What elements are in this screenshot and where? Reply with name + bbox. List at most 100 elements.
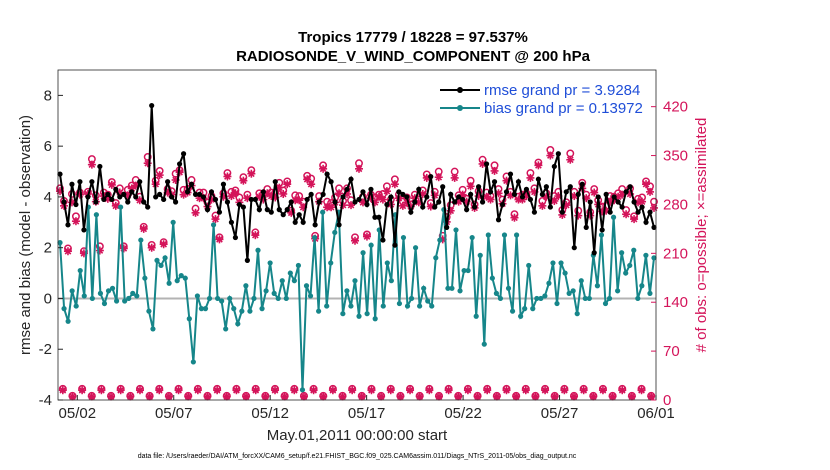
- bias-point: [320, 209, 326, 215]
- bias-point: [380, 303, 386, 309]
- bias-point: [558, 260, 564, 266]
- y2-tick-label: 140: [663, 294, 688, 311]
- rmse-point: [599, 227, 605, 233]
- obs-assimilated-marker: [283, 180, 292, 189]
- bias-point: [546, 280, 552, 286]
- bias-point: [283, 295, 289, 302]
- rmse-point: [232, 234, 239, 241]
- rmse-point: [643, 219, 649, 225]
- y-axis-right: 0 70 140 210 280 350 420: [651, 99, 688, 409]
- bias-point: [417, 303, 423, 309]
- obs-assimilated-marker: [261, 392, 270, 401]
- bias-point: [530, 306, 536, 312]
- obs-assimilated-marker: [191, 208, 200, 217]
- rmse-point: [117, 194, 123, 200]
- rmse-point: [356, 196, 362, 203]
- rmse-point: [487, 189, 494, 195]
- rmse-point: [575, 191, 581, 197]
- bias-point: [594, 283, 601, 289]
- obs-assimilated-marker: [215, 235, 224, 244]
- obs-count-layer: [55, 146, 659, 401]
- rmse-point: [611, 194, 617, 200]
- bias-point: [635, 295, 641, 302]
- obs-assimilated-marker: [637, 386, 646, 395]
- bias-point: [150, 326, 156, 332]
- rmse-point: [651, 224, 657, 230]
- rmse-point: [539, 191, 545, 197]
- obs-assimilated-marker: [223, 172, 232, 181]
- obs-assimilated-marker: [534, 161, 543, 170]
- bias-point: [344, 288, 350, 294]
- rmse-point: [224, 199, 231, 205]
- bias-point: [606, 295, 613, 302]
- rmse-point: [424, 194, 430, 200]
- rmse-point: [105, 191, 111, 197]
- obs-assimilated-marker: [450, 173, 459, 182]
- bias-point: [113, 298, 120, 304]
- rmse-point: [555, 151, 561, 157]
- obs-assimilated-marker: [566, 155, 575, 164]
- bias-point: [134, 293, 140, 299]
- rmse-point: [535, 176, 541, 182]
- bias-point: [89, 295, 95, 302]
- legend: rmse grand pr = 3.9284 bias grand pr = 0…: [440, 82, 643, 117]
- obs-possible-marker: [566, 149, 575, 158]
- bias-point: [356, 313, 362, 319]
- bias-point: [562, 270, 568, 276]
- rmse-point: [452, 199, 458, 205]
- rmse-point: [336, 222, 342, 228]
- obs-assimilated-marker: [367, 386, 376, 395]
- rmse-point: [208, 189, 215, 195]
- y2-tick-label: 280: [663, 196, 688, 213]
- obs-assimilated-marker: [590, 188, 599, 197]
- rmse-point: [288, 199, 294, 205]
- obs-assimilated-marker: [531, 392, 540, 401]
- bias-point: [384, 260, 390, 266]
- y2-tick-label: 0: [663, 392, 671, 409]
- rmse-point: [137, 179, 143, 185]
- rmse-point: [101, 196, 107, 203]
- bias-point: [332, 229, 338, 236]
- rmse-point: [176, 161, 183, 167]
- x-axis: 05/02 05/07 05/12 05/17 05/22 05/27 06/01: [59, 395, 675, 422]
- rmse-point: [81, 227, 87, 233]
- bias-point: [295, 262, 302, 269]
- rmse-point: [384, 201, 390, 208]
- rmse-point: [348, 176, 354, 182]
- obs-assimilated-marker: [415, 392, 424, 401]
- obs-assimilated-marker: [378, 195, 387, 204]
- bias-point: [303, 283, 310, 289]
- x-tick-label: 06/01: [637, 405, 675, 422]
- bias-point: [93, 212, 99, 218]
- bias-point: [518, 313, 524, 319]
- obs-assimilated-marker: [231, 189, 240, 198]
- bias-point: [328, 260, 334, 266]
- bias-point: [631, 247, 637, 253]
- bias-point: [215, 295, 221, 302]
- rmse-point: [200, 194, 207, 200]
- obs-assimilated-marker: [357, 392, 366, 401]
- bias-point: [501, 232, 508, 238]
- obs-assimilated-marker: [307, 180, 316, 189]
- bias-point: [166, 280, 172, 286]
- rmse-point: [280, 212, 286, 218]
- rmse-point: [332, 199, 338, 205]
- obs-assimilated-marker: [510, 213, 519, 222]
- bias-point: [126, 295, 132, 302]
- bias-point: [324, 303, 330, 309]
- bias-point: [186, 316, 192, 322]
- obs-assimilated-marker: [642, 180, 651, 189]
- rmse-point: [491, 179, 498, 185]
- obs-assimilated-marker: [622, 210, 631, 219]
- obs-assimilated-marker: [490, 166, 499, 175]
- rmse-point: [292, 219, 298, 225]
- obs-assimilated-marker: [351, 236, 360, 245]
- bias-point: [81, 293, 87, 299]
- x-tick-label: 05/22: [444, 405, 482, 422]
- rmse-point: [196, 191, 203, 197]
- rmse-point: [165, 179, 171, 185]
- bias-point: [247, 308, 253, 314]
- rmse-point: [547, 204, 553, 210]
- obs-assimilated-marker: [107, 180, 116, 189]
- rmse-point: [248, 196, 254, 203]
